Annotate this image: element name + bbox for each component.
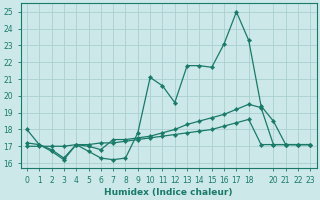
X-axis label: Humidex (Indice chaleur): Humidex (Indice chaleur) — [104, 188, 233, 197]
